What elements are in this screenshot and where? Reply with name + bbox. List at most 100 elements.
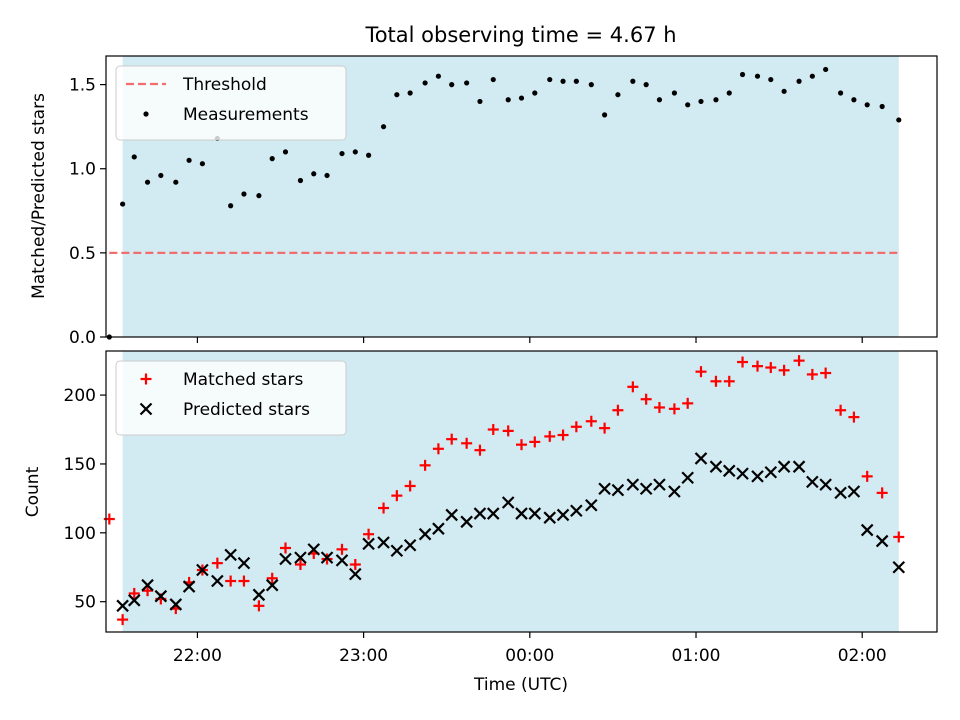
data-point bbox=[573, 78, 579, 84]
data-point bbox=[182, 580, 196, 593]
data-point bbox=[682, 397, 694, 409]
data-point bbox=[860, 523, 874, 537]
data-point bbox=[709, 460, 723, 473]
data-point bbox=[241, 191, 247, 197]
data-point bbox=[875, 534, 889, 548]
data-point bbox=[349, 567, 362, 581]
data-point bbox=[879, 103, 885, 110]
data-point bbox=[529, 436, 541, 448]
data-point bbox=[681, 471, 694, 485]
data-point bbox=[238, 575, 250, 587]
data-point bbox=[186, 157, 192, 163]
data-point bbox=[394, 92, 400, 98]
data-point bbox=[253, 600, 265, 612]
data-point bbox=[557, 429, 569, 441]
data-point bbox=[778, 364, 790, 376]
data-point bbox=[726, 90, 732, 96]
data-point bbox=[570, 504, 583, 518]
data-point bbox=[685, 102, 691, 108]
y-tick-label: 1.5 bbox=[69, 76, 96, 96]
data-point bbox=[380, 124, 387, 130]
data-point bbox=[335, 554, 349, 567]
data-point bbox=[806, 368, 818, 380]
data-point bbox=[141, 578, 154, 592]
data-point bbox=[612, 404, 624, 416]
data-point bbox=[128, 587, 140, 599]
y-tick-label: 200 bbox=[64, 386, 96, 406]
data-point bbox=[694, 452, 708, 465]
data-point bbox=[765, 362, 777, 374]
data-point bbox=[256, 193, 262, 199]
data-point bbox=[588, 82, 594, 88]
data-point bbox=[602, 112, 608, 118]
data-point bbox=[487, 424, 499, 436]
y-tick-label: 0.0 bbox=[69, 328, 96, 348]
data-point bbox=[228, 203, 234, 209]
series-predicted-stars bbox=[116, 452, 906, 613]
legend-swatch bbox=[140, 373, 152, 385]
data-point bbox=[279, 542, 291, 554]
data-point bbox=[630, 78, 636, 84]
top-y-axis-label: Matched/Predicted stars bbox=[29, 93, 49, 299]
data-point bbox=[311, 171, 317, 177]
data-point bbox=[131, 154, 137, 160]
data-point bbox=[477, 98, 483, 105]
data-point bbox=[154, 589, 168, 603]
data-point bbox=[377, 536, 390, 549]
data-point bbox=[713, 97, 719, 103]
data-point bbox=[820, 367, 832, 379]
data-point bbox=[490, 76, 496, 83]
data-point bbox=[142, 585, 154, 597]
legend-box bbox=[115, 65, 347, 141]
data-point bbox=[474, 444, 486, 456]
data-point bbox=[432, 443, 444, 455]
data-point bbox=[297, 177, 304, 184]
data-point bbox=[668, 485, 681, 498]
data-point bbox=[515, 507, 528, 520]
data-point bbox=[710, 375, 722, 387]
data-point bbox=[809, 73, 815, 79]
data-point bbox=[751, 470, 764, 483]
data-point bbox=[211, 574, 224, 588]
data-point bbox=[365, 152, 372, 158]
data-point bbox=[445, 508, 458, 522]
x-tick-label: 00:00 bbox=[505, 646, 554, 666]
bottom-y-axis-label: Count bbox=[23, 466, 43, 517]
chart-title: Total observing time = 4.67 h bbox=[364, 23, 676, 47]
data-point bbox=[502, 425, 514, 437]
data-point bbox=[544, 430, 556, 442]
data-point bbox=[501, 496, 515, 509]
data-point bbox=[336, 543, 348, 555]
data-point bbox=[422, 80, 428, 86]
data-point bbox=[294, 551, 307, 564]
data-point bbox=[768, 76, 774, 83]
data-point bbox=[796, 78, 802, 84]
data-point bbox=[378, 502, 390, 514]
data-point bbox=[173, 179, 179, 185]
data-point bbox=[279, 552, 292, 566]
data-point bbox=[627, 381, 639, 393]
data-point bbox=[653, 401, 665, 413]
series-matched-stars bbox=[103, 355, 905, 626]
legend-label: Threshold bbox=[182, 75, 267, 95]
data-point bbox=[570, 421, 582, 433]
data-point bbox=[252, 588, 266, 602]
data-point bbox=[671, 90, 678, 96]
data-point bbox=[363, 528, 375, 540]
x-axis-label: Time (UTC) bbox=[473, 675, 568, 695]
data-point bbox=[435, 73, 441, 79]
data-point bbox=[269, 156, 275, 162]
data-point bbox=[781, 88, 787, 94]
data-point bbox=[752, 360, 764, 372]
data-point bbox=[403, 538, 417, 552]
data-point bbox=[211, 557, 223, 569]
y-tick-label: 0.5 bbox=[69, 244, 96, 264]
data-point bbox=[266, 572, 278, 584]
data-point bbox=[362, 537, 375, 551]
legend-swatch bbox=[143, 111, 149, 117]
data-point bbox=[819, 478, 832, 491]
data-point bbox=[505, 97, 511, 103]
data-point bbox=[896, 117, 902, 123]
data-point bbox=[391, 490, 403, 502]
data-point bbox=[737, 356, 749, 368]
